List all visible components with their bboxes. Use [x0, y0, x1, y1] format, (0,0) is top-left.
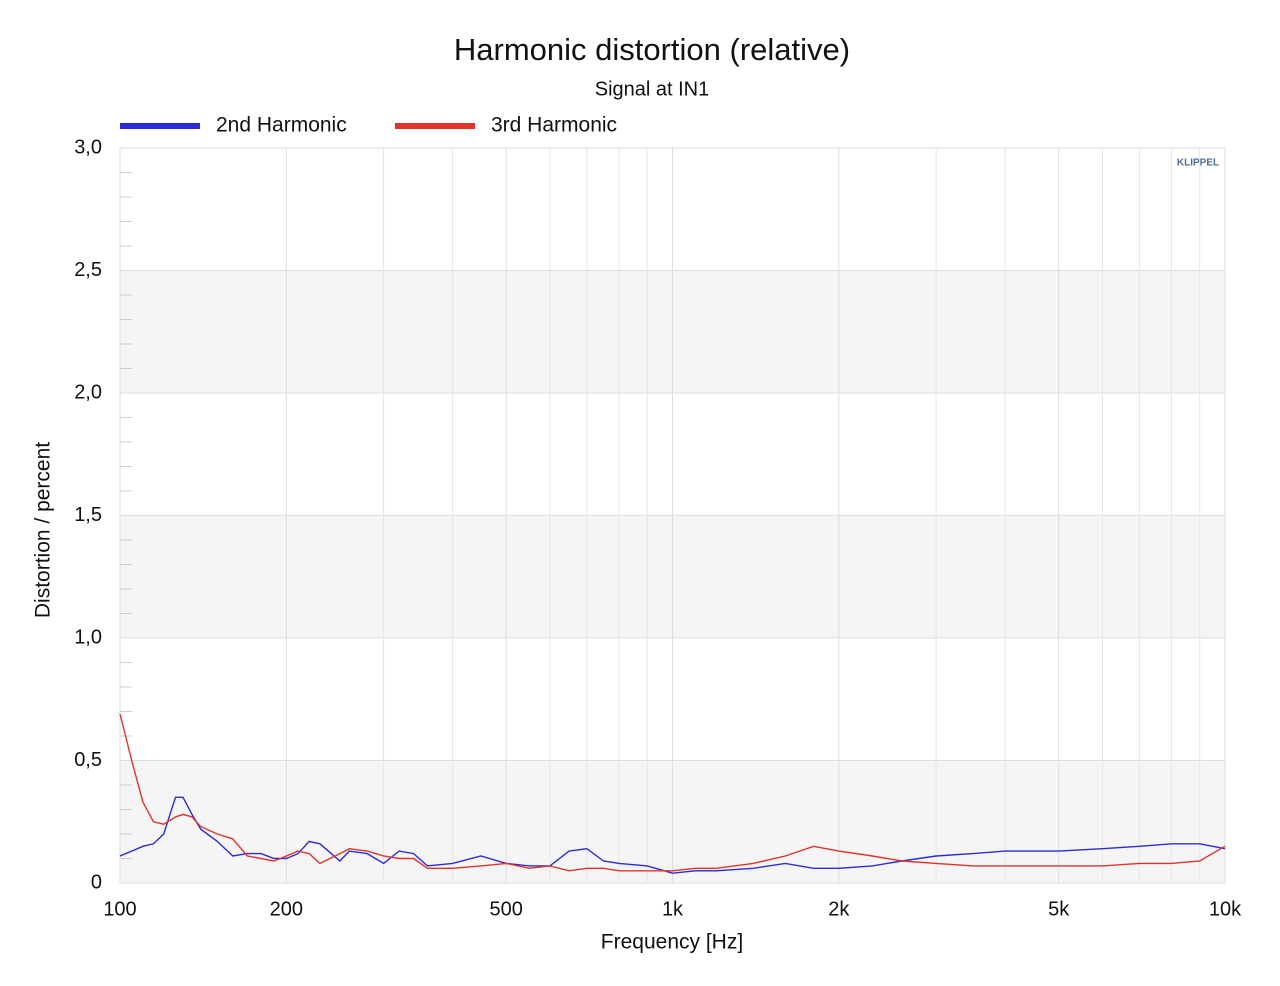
series-line [119, 796, 1226, 874]
y-tick-label: 1,5 [74, 504, 102, 526]
y-tick-label: 0 [91, 871, 102, 893]
x-tick-label: 2k [828, 898, 850, 920]
y-axis-label: Distortion / percent [32, 442, 55, 618]
y-tick-label: 2,5 [74, 259, 102, 281]
legend-label: 3rd Harmonic [491, 114, 617, 137]
chart-subtitle: Signal at IN1 [595, 78, 710, 100]
legend-label: 2nd Harmonic [216, 114, 347, 137]
x-tick-label: 5k [1048, 898, 1070, 920]
x-tick-label: 1k [662, 898, 684, 920]
chart-title: Harmonic distortion (relative) [454, 32, 850, 67]
x-axis-label: Frequency [Hz] [601, 931, 743, 954]
y-tick-label: 3,0 [74, 136, 102, 158]
logo: KLIPPEL [1177, 158, 1219, 169]
x-tick-label: 100 [103, 898, 136, 920]
x-tick-label: 10k [1209, 898, 1242, 920]
y-tick-label: 1,0 [74, 626, 102, 648]
y-tick-label: 0,5 [74, 749, 102, 771]
x-tick-label: 500 [489, 898, 522, 920]
x-tick-label: 200 [270, 898, 303, 920]
series-line [119, 713, 1226, 872]
y-tick-label: 2,0 [74, 381, 102, 403]
